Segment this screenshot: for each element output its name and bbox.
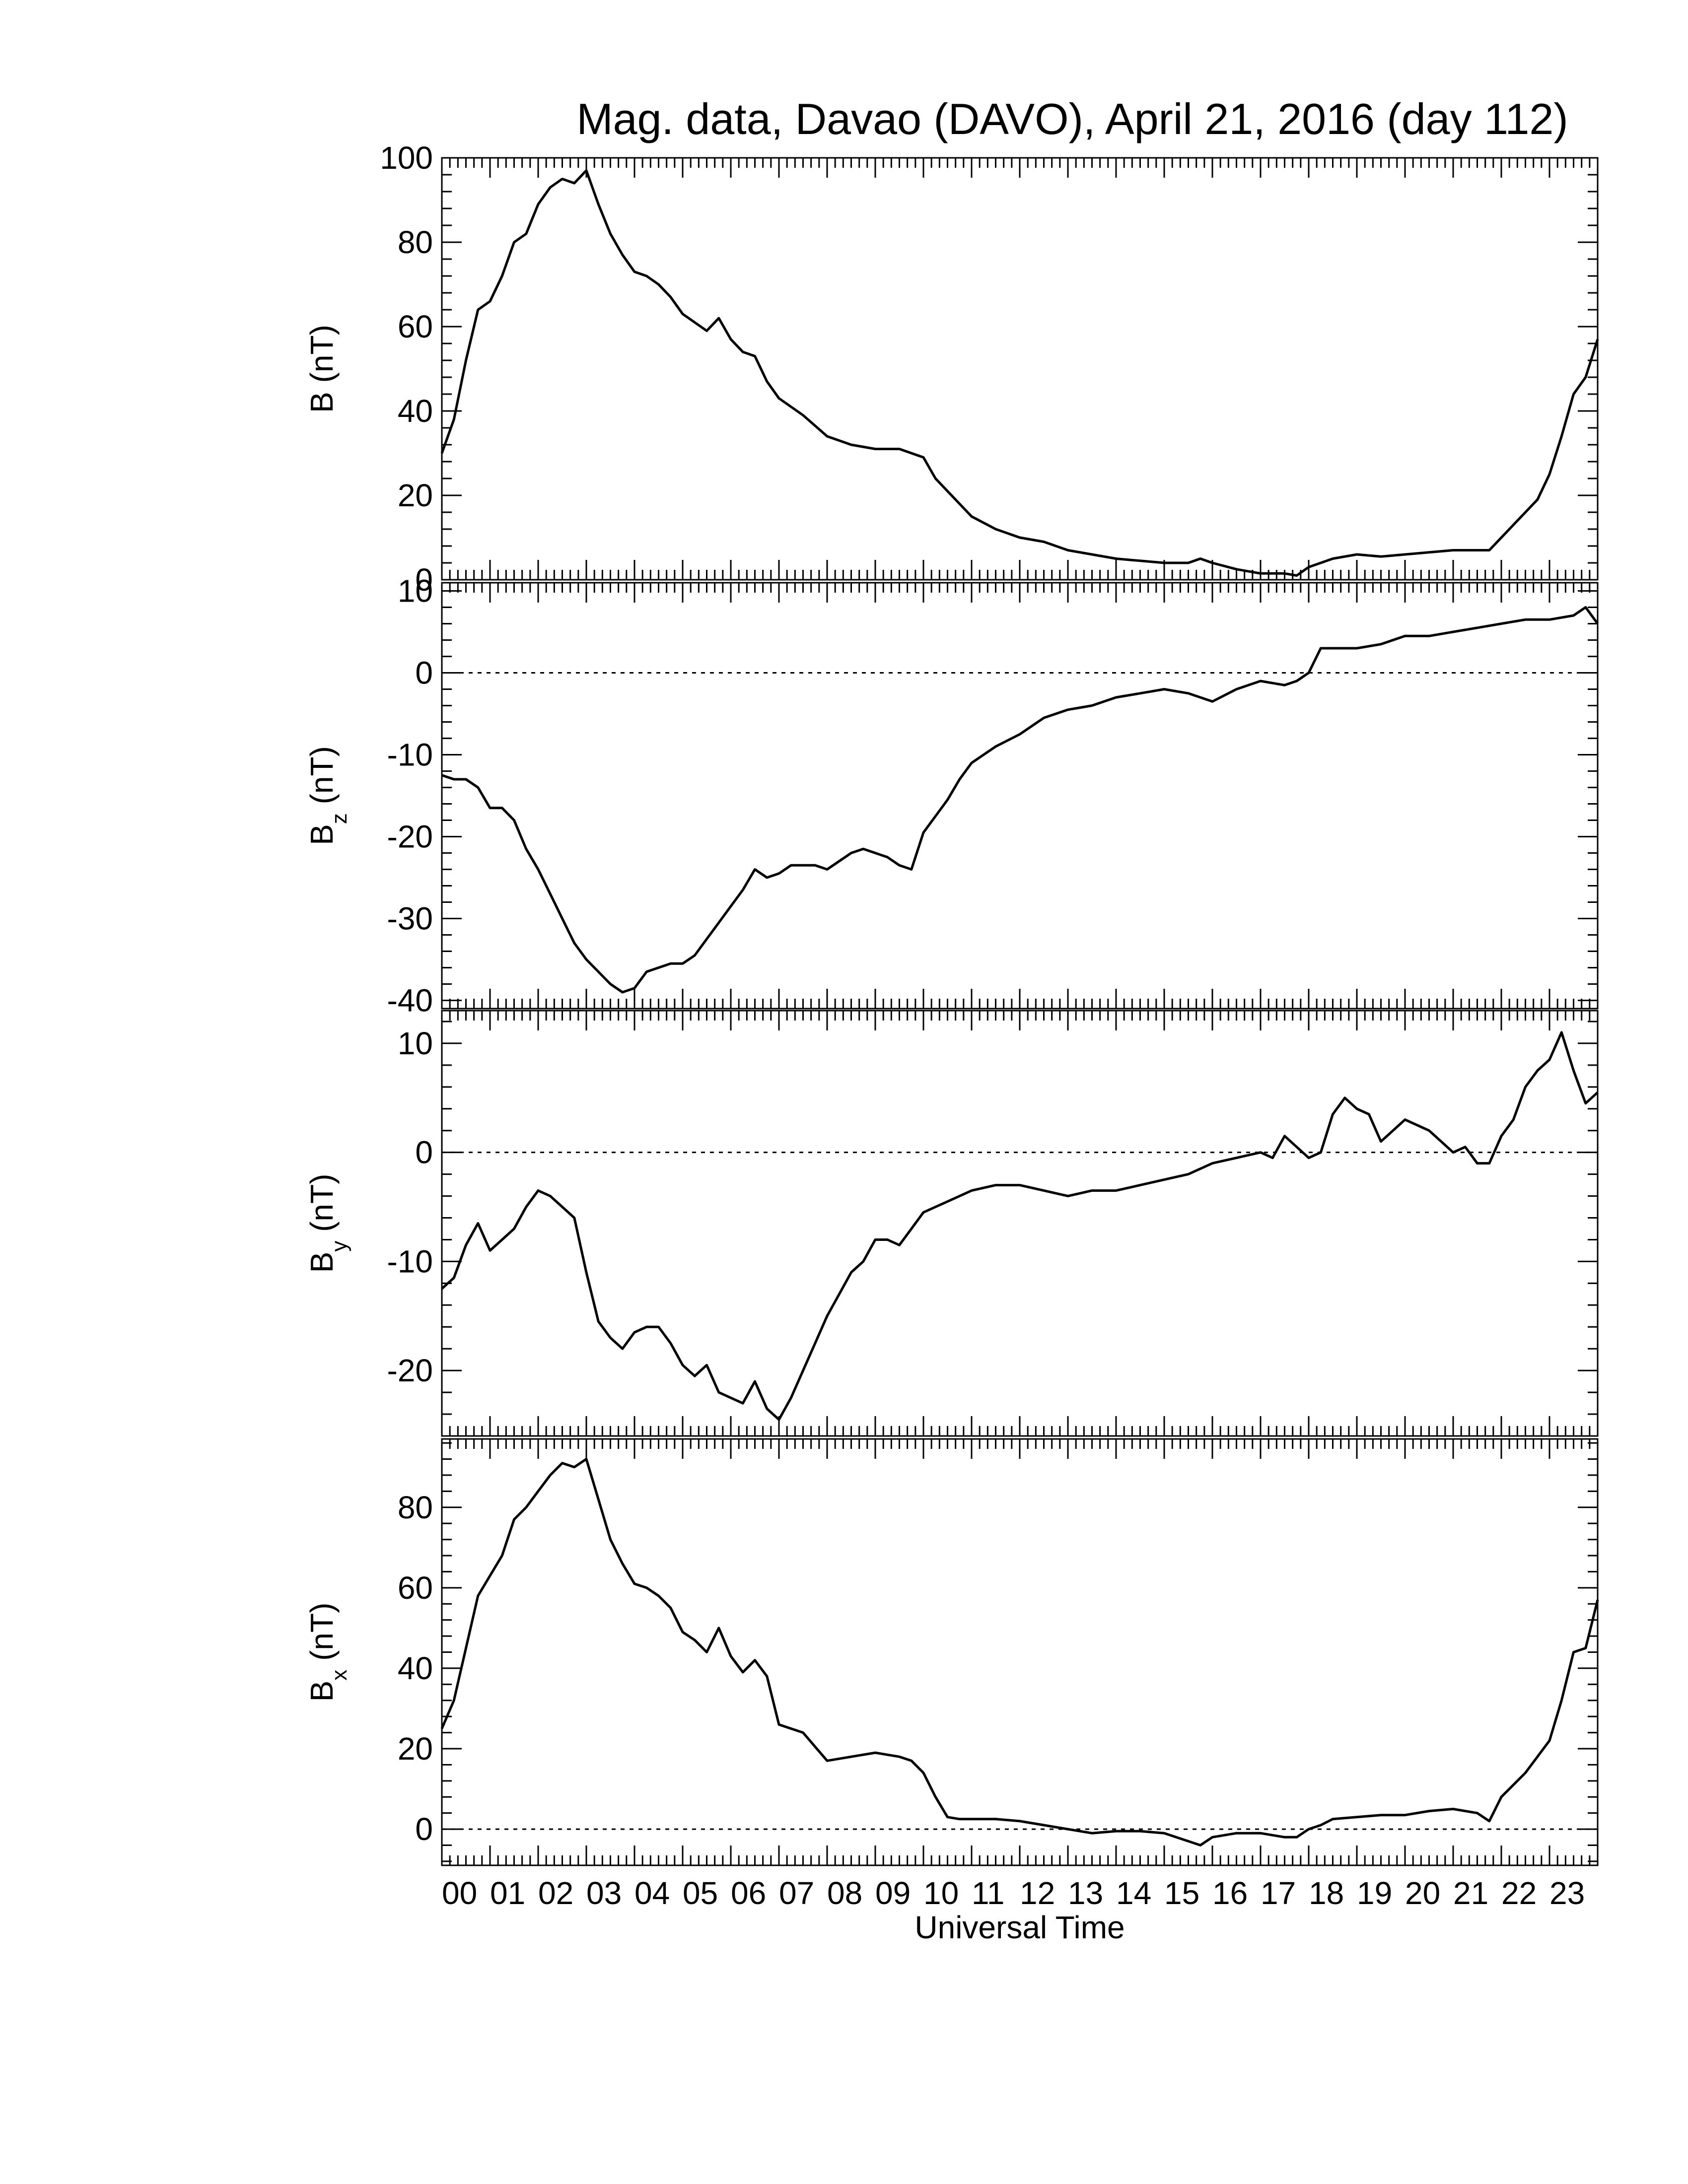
x-tick-label: 17	[1261, 1875, 1296, 1911]
panel-b: 0 20 40 60 80 100 B (nT)	[304, 140, 1599, 598]
series-line-bz	[441, 606, 1599, 994]
x-tick-label: 14	[1116, 1875, 1151, 1911]
y-tick-label: 0	[415, 1811, 433, 1847]
x-tick-label: 06	[731, 1875, 766, 1911]
y-axis-label: By (nT)	[304, 1174, 352, 1273]
y-tick-label: 10	[398, 573, 433, 609]
y-tick-label: 60	[398, 1570, 433, 1606]
x-tick-label: 20	[1405, 1875, 1440, 1911]
x-tick-label: 02	[538, 1875, 573, 1911]
y-tick-label: -10	[387, 1243, 433, 1279]
x-tick-label: 13	[1068, 1875, 1103, 1911]
panel-bx: 0 20 40 60 80 Bx (nT) 00 01 02 03 04 05 06 07 08 09 10 11…	[304, 1438, 1599, 1911]
y-tick-label: 80	[398, 224, 433, 260]
y-axis-label: Bx (nT)	[304, 1603, 352, 1702]
x-tick-label: 21	[1453, 1875, 1488, 1911]
y-tick-label: 80	[398, 1490, 433, 1525]
y-tick-label: 60	[398, 309, 433, 344]
x-tick-label: 07	[779, 1875, 814, 1911]
x-tick-label: 16	[1212, 1875, 1248, 1911]
x-axis-label: Universal Time	[914, 1910, 1125, 1945]
y-tick-label: -20	[387, 1353, 433, 1388]
x-tick-label: 08	[827, 1875, 862, 1911]
y-tick-label: 20	[398, 1731, 433, 1767]
chart-title: Mag. data, Davao (DAVO), April 21, 2016 …	[576, 94, 1568, 143]
x-tick-label: 12	[1020, 1875, 1055, 1911]
y-tick-label: 10	[398, 1025, 433, 1061]
x-tick-label: 11	[972, 1875, 1004, 1911]
y-tick-label: -10	[387, 737, 433, 773]
y-tick-label: -40	[387, 983, 433, 1019]
y-axis-label-subscript: x	[327, 1670, 352, 1681]
x-tick-label: 19	[1357, 1875, 1392, 1911]
y-axis-label-unit: (nT)	[304, 746, 340, 813]
y-tick-label: 0	[415, 655, 433, 691]
y-tick-label: -20	[387, 819, 433, 855]
y-tick-label: 20	[398, 478, 433, 513]
panel-by: -20 -10 0 10 By (nT)	[304, 1010, 1599, 1437]
series-line-by	[441, 1031, 1599, 1421]
series-line-b	[440, 169, 1599, 577]
x-tick-label: 01	[490, 1875, 525, 1911]
y-axis-label-main: B	[304, 1252, 340, 1273]
x-tick-label: 00	[442, 1875, 477, 1911]
y-tick-label: 40	[398, 1650, 433, 1686]
y-axis-label-main: B	[304, 824, 340, 845]
x-tick-label: 03	[586, 1875, 622, 1911]
x-tick-label: 04	[634, 1875, 670, 1911]
x-tick-label: 18	[1309, 1875, 1344, 1911]
y-tick-label: 100	[380, 140, 433, 176]
y-tick-label: 40	[398, 393, 433, 429]
x-tick-label: 05	[683, 1875, 718, 1911]
y-axis-label: B (nT)	[304, 325, 340, 413]
y-axis-label-main: B	[304, 1681, 340, 1702]
y-tick-label: 0	[415, 562, 433, 598]
y-tick-label: -30	[387, 901, 433, 937]
y-tick-label: 0	[415, 1135, 433, 1170]
y-axis-label-unit: (nT)	[304, 1603, 340, 1670]
x-tick-label: 15	[1164, 1875, 1199, 1911]
y-axis-label-subscript: y	[327, 1241, 352, 1252]
x-tick-label: 09	[875, 1875, 911, 1911]
y-axis-label: Bz (nT)	[304, 746, 352, 845]
y-axis-label-subscript: z	[327, 813, 352, 824]
panel-bz: -40 -30 -20 -10 0 10 Bz (nT)	[304, 573, 1599, 1019]
x-tick-label: 22	[1501, 1875, 1537, 1911]
x-tick-label: 10	[923, 1875, 959, 1911]
series-line-bx	[440, 1458, 1599, 1846]
y-axis-label-unit: (nT)	[304, 1174, 340, 1241]
x-tick-label: 23	[1549, 1875, 1585, 1911]
